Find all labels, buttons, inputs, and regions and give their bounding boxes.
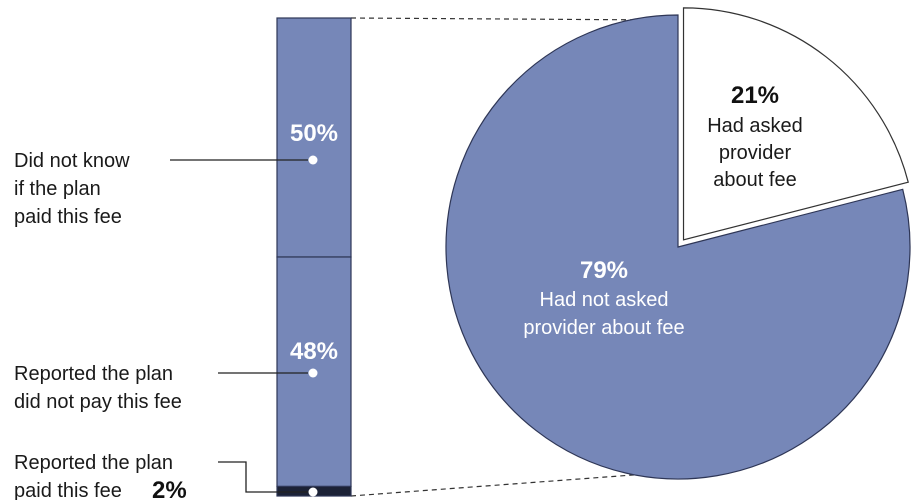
bar-marker-dot-3 xyxy=(308,487,318,497)
category-label-did-not-know-2: if the plan xyxy=(14,178,101,200)
bar-marker-dot-1 xyxy=(308,155,318,165)
pie-slice-had-not-asked xyxy=(445,14,911,480)
pie-label-had-not-asked-1: Had not asked xyxy=(540,289,669,311)
stacked-bar xyxy=(276,17,352,497)
category-label-did-not-pay-1: Reported the plan xyxy=(14,363,173,385)
pie-label-had-asked-3: about fee xyxy=(713,169,796,191)
bar-value-label-50: 50% xyxy=(290,120,338,147)
bar-value-label-2: 2% xyxy=(152,477,187,500)
pie-slice-had-asked xyxy=(682,7,909,241)
pie-label-had-asked-2: provider xyxy=(719,142,792,164)
leader-line-paid xyxy=(218,461,308,493)
pie-label-had-asked-1: Had asked xyxy=(707,115,803,137)
bar-marker-dot-2 xyxy=(308,368,318,378)
category-label-paid-2: paid this fee xyxy=(14,480,122,500)
pie-value-label-21: 21% xyxy=(731,82,779,109)
pie-value-label-79: 79% xyxy=(580,257,628,284)
category-label-did-not-know-3: paid this fee xyxy=(14,206,122,228)
category-label-did-not-know-1: Did not know xyxy=(14,150,130,172)
category-label-paid-1: Reported the plan xyxy=(14,452,173,474)
connector-line-top xyxy=(350,17,664,21)
pie-chart xyxy=(445,7,911,480)
pie-label-had-not-asked-2: provider about fee xyxy=(523,317,684,339)
category-label-did-not-pay-2: did not pay this fee xyxy=(14,391,182,413)
bar-value-label-48: 48% xyxy=(290,338,338,365)
